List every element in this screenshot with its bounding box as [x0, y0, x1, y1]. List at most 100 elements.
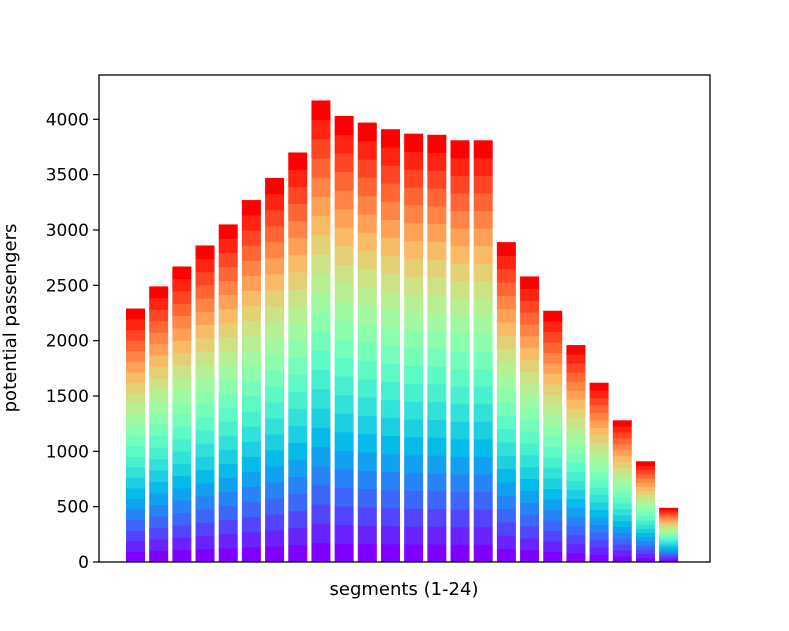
bar-layer — [404, 419, 424, 438]
bar-layer — [126, 350, 145, 362]
bar-layer — [288, 476, 308, 495]
bar-layer — [520, 288, 540, 301]
bar-layer — [218, 322, 238, 338]
bar-layer — [218, 336, 238, 352]
bar-layer — [404, 151, 424, 170]
bar-layer — [195, 245, 215, 260]
y-axis-label: potential passengers — [0, 224, 21, 413]
bar-layer — [265, 433, 285, 451]
bar-layer — [357, 177, 377, 197]
bar-layer — [265, 257, 285, 275]
bar-layer — [450, 210, 470, 229]
bar-layer — [520, 383, 540, 396]
bar-layer — [126, 424, 145, 436]
bar-layer — [149, 493, 169, 505]
bar-layer — [149, 412, 169, 425]
bar-layer — [241, 275, 261, 291]
y-tick-label: 3000 — [46, 221, 89, 241]
bar-layer — [473, 228, 493, 247]
bar-layer — [241, 305, 261, 322]
bar-layer — [334, 153, 354, 173]
bar-layer — [241, 350, 261, 367]
bar-layer — [635, 469, 655, 475]
bar-layer — [635, 524, 655, 529]
bar-layer — [380, 327, 400, 347]
bar-layer — [241, 531, 261, 548]
bar-layer — [404, 222, 424, 242]
bar-layer — [659, 530, 679, 534]
bar-layer — [473, 544, 493, 563]
bar-layer — [659, 537, 679, 540]
bar-layer — [496, 282, 516, 296]
bar-layer — [172, 525, 192, 538]
bar-layer — [126, 519, 145, 531]
bar-layer — [149, 332, 169, 345]
bar-layer — [589, 434, 609, 443]
bar-layer — [241, 426, 261, 442]
bar-layer — [450, 228, 470, 247]
bar-layer — [241, 320, 261, 337]
bar-layer — [427, 205, 447, 225]
bar-layer — [496, 415, 516, 430]
bar-layer — [241, 471, 261, 487]
bar-layer — [172, 377, 192, 391]
bar-layer — [659, 546, 679, 549]
bar-layer — [357, 323, 377, 343]
bar-layer — [265, 385, 285, 403]
bar-layer — [195, 337, 215, 352]
y-tick-label: 3500 — [46, 166, 89, 186]
bar-layer — [659, 557, 679, 561]
bar-layer — [195, 403, 215, 418]
bar-layer — [195, 548, 215, 563]
bar-layer — [427, 152, 447, 171]
bar-layer — [195, 364, 215, 378]
bar-layer — [357, 378, 377, 398]
bar-layer — [520, 312, 540, 325]
bar-layer — [265, 401, 285, 419]
bar-layer — [427, 544, 447, 563]
bar-layer — [635, 511, 655, 517]
bar-layer — [334, 264, 354, 284]
bar-layer — [612, 467, 632, 474]
bar-segment-21 — [589, 382, 609, 563]
bar-layer — [380, 183, 400, 202]
bar-layer — [450, 368, 470, 387]
bar-layer — [566, 372, 586, 382]
bar-layer — [218, 379, 238, 394]
bar-layer — [311, 158, 331, 178]
bar-layer — [543, 384, 563, 395]
bar-layer — [126, 498, 145, 510]
bar-layer — [288, 306, 308, 324]
bar-layer — [149, 470, 169, 483]
bar-layer — [496, 268, 516, 283]
bar-layer — [520, 514, 540, 527]
bar-layer — [496, 322, 516, 336]
bar-layer — [380, 489, 400, 509]
y-tick-label: 500 — [57, 498, 89, 518]
bar-layer — [473, 439, 493, 457]
bar-layer — [357, 525, 377, 545]
bar-layer — [612, 520, 632, 527]
bar-layer — [311, 235, 331, 255]
bar-layer — [149, 297, 169, 310]
y-tick-label: 1000 — [46, 442, 89, 462]
bar-layer — [265, 193, 285, 211]
bar-layer — [450, 491, 470, 510]
y-tick-label: 2500 — [46, 276, 89, 296]
bar-layer — [126, 540, 145, 552]
bar-layer — [635, 557, 655, 563]
bar-layer — [404, 401, 424, 420]
bar-layer — [520, 478, 540, 492]
bar-layer — [427, 490, 447, 509]
bar-layer — [566, 462, 586, 473]
bar-layer — [265, 513, 285, 531]
bar-layer — [149, 447, 169, 460]
bar-layer — [543, 373, 563, 385]
bar-layer — [450, 544, 470, 563]
bar-layer — [404, 276, 424, 295]
bar-layer — [659, 510, 679, 513]
bar-layer — [612, 438, 632, 445]
bar-layer — [380, 345, 400, 365]
bar-layer — [566, 516, 586, 527]
